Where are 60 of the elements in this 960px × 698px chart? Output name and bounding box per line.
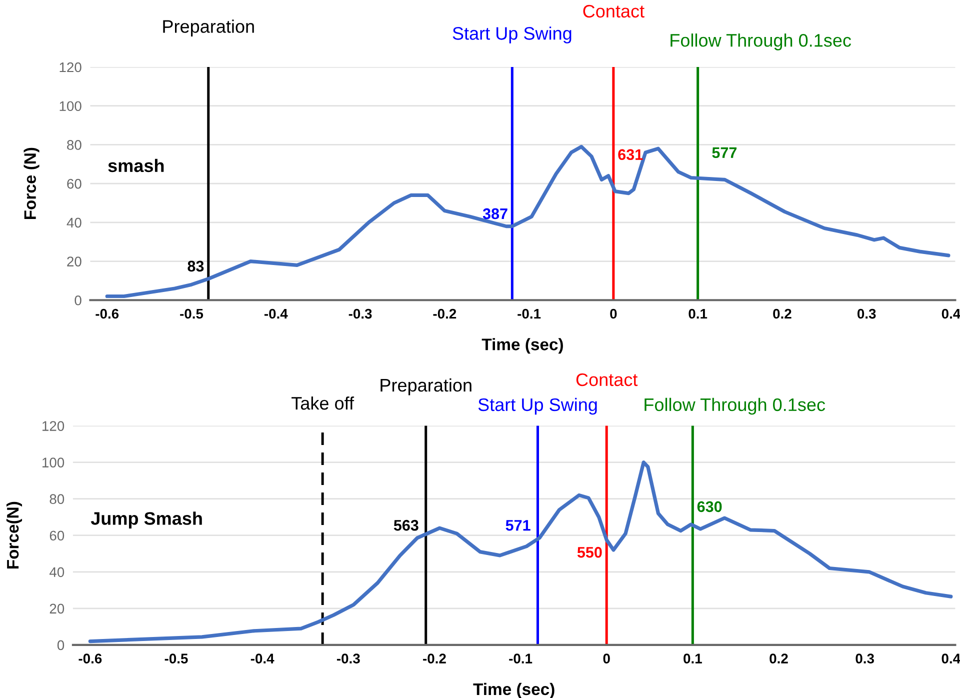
- y-tick-label: 120: [60, 62, 82, 72]
- x-tick-label: -0.5: [164, 654, 188, 664]
- y-tick-label: 60: [67, 178, 82, 189]
- ref-line-label: Follow Through 0.1sec: [644, 398, 826, 415]
- x-tick-label: -0.2: [423, 654, 446, 664]
- y-tick-label: 100: [60, 101, 82, 112]
- y-tick-label: 40: [66, 218, 82, 228]
- annotation: 577: [712, 147, 737, 158]
- x-tick-label: 0.1: [684, 654, 702, 664]
- x-tick-label: 0.2: [770, 654, 788, 664]
- y-tick-label: 120: [42, 421, 64, 431]
- ref-line-label: Take off: [292, 396, 354, 410]
- annotation: 83: [188, 260, 204, 272]
- x-tick-label: -0.4: [250, 654, 274, 664]
- y-tick-label: 0: [74, 295, 82, 306]
- x-tick-label: -0.1: [518, 308, 541, 319]
- line-series: [88, 460, 953, 644]
- annotation: 387: [482, 208, 508, 220]
- x-tick-label: 0.3: [857, 308, 876, 319]
- annotation: smash: [108, 158, 164, 172]
- x-tick-label: -0.5: [180, 308, 204, 319]
- annotation: 571: [506, 520, 530, 531]
- y-tick-label: 80: [50, 494, 64, 504]
- annotation: 550: [577, 546, 602, 558]
- y-axis-title: Force(N): [6, 502, 22, 569]
- x-tick-label: -0.6: [96, 308, 119, 319]
- y-tick-label: 20: [67, 256, 82, 266]
- x-tick-label: 0.2: [773, 308, 792, 319]
- annotation: 563: [394, 520, 418, 531]
- y-tick-label: 100: [42, 458, 64, 468]
- x-tick-label: -0.1: [509, 654, 532, 664]
- y-tick-label: 20: [50, 604, 64, 614]
- x-tick-label: -0.6: [78, 654, 102, 664]
- x-tick-label: 0.3: [856, 654, 874, 664]
- ref-line-label: Contact: [576, 373, 638, 386]
- annotation: 631: [618, 149, 643, 160]
- x-tick-label: -0.4: [264, 308, 288, 319]
- x-tick-label: 0.1: [688, 308, 708, 319]
- x-tick-label: 0: [610, 308, 617, 319]
- ref-line-label: Preparation: [163, 20, 254, 36]
- ref-line-label: Follow Through 0.1sec: [670, 34, 852, 50]
- x-tick-label: -0.3: [348, 308, 372, 319]
- x-tick-label: 0: [603, 654, 610, 664]
- annotation: 630: [697, 501, 722, 512]
- x-axis-title: Time (sec): [482, 338, 563, 354]
- line-series: [105, 144, 950, 298]
- y-tick-label: 60: [50, 530, 64, 541]
- annotation: Jump Smash: [90, 512, 202, 528]
- ref-line-label: Contact: [583, 4, 644, 18]
- x-axis-title: Time (sec): [473, 682, 554, 698]
- y-tick-label: 40: [50, 567, 64, 578]
- ref-line-label: Start Up Swing: [478, 398, 597, 415]
- y-tick-label: 0: [57, 640, 64, 650]
- y-axis-title: Force (N): [24, 148, 40, 220]
- ref-line-label: Preparation: [380, 378, 472, 396]
- ref-line-label: Start Up Swing: [452, 26, 572, 44]
- x-tick-label: 0.4: [942, 654, 960, 664]
- x-tick-label: -0.3: [336, 654, 360, 664]
- y-tick-label: 80: [67, 140, 82, 150]
- x-tick-label: -0.2: [433, 308, 456, 319]
